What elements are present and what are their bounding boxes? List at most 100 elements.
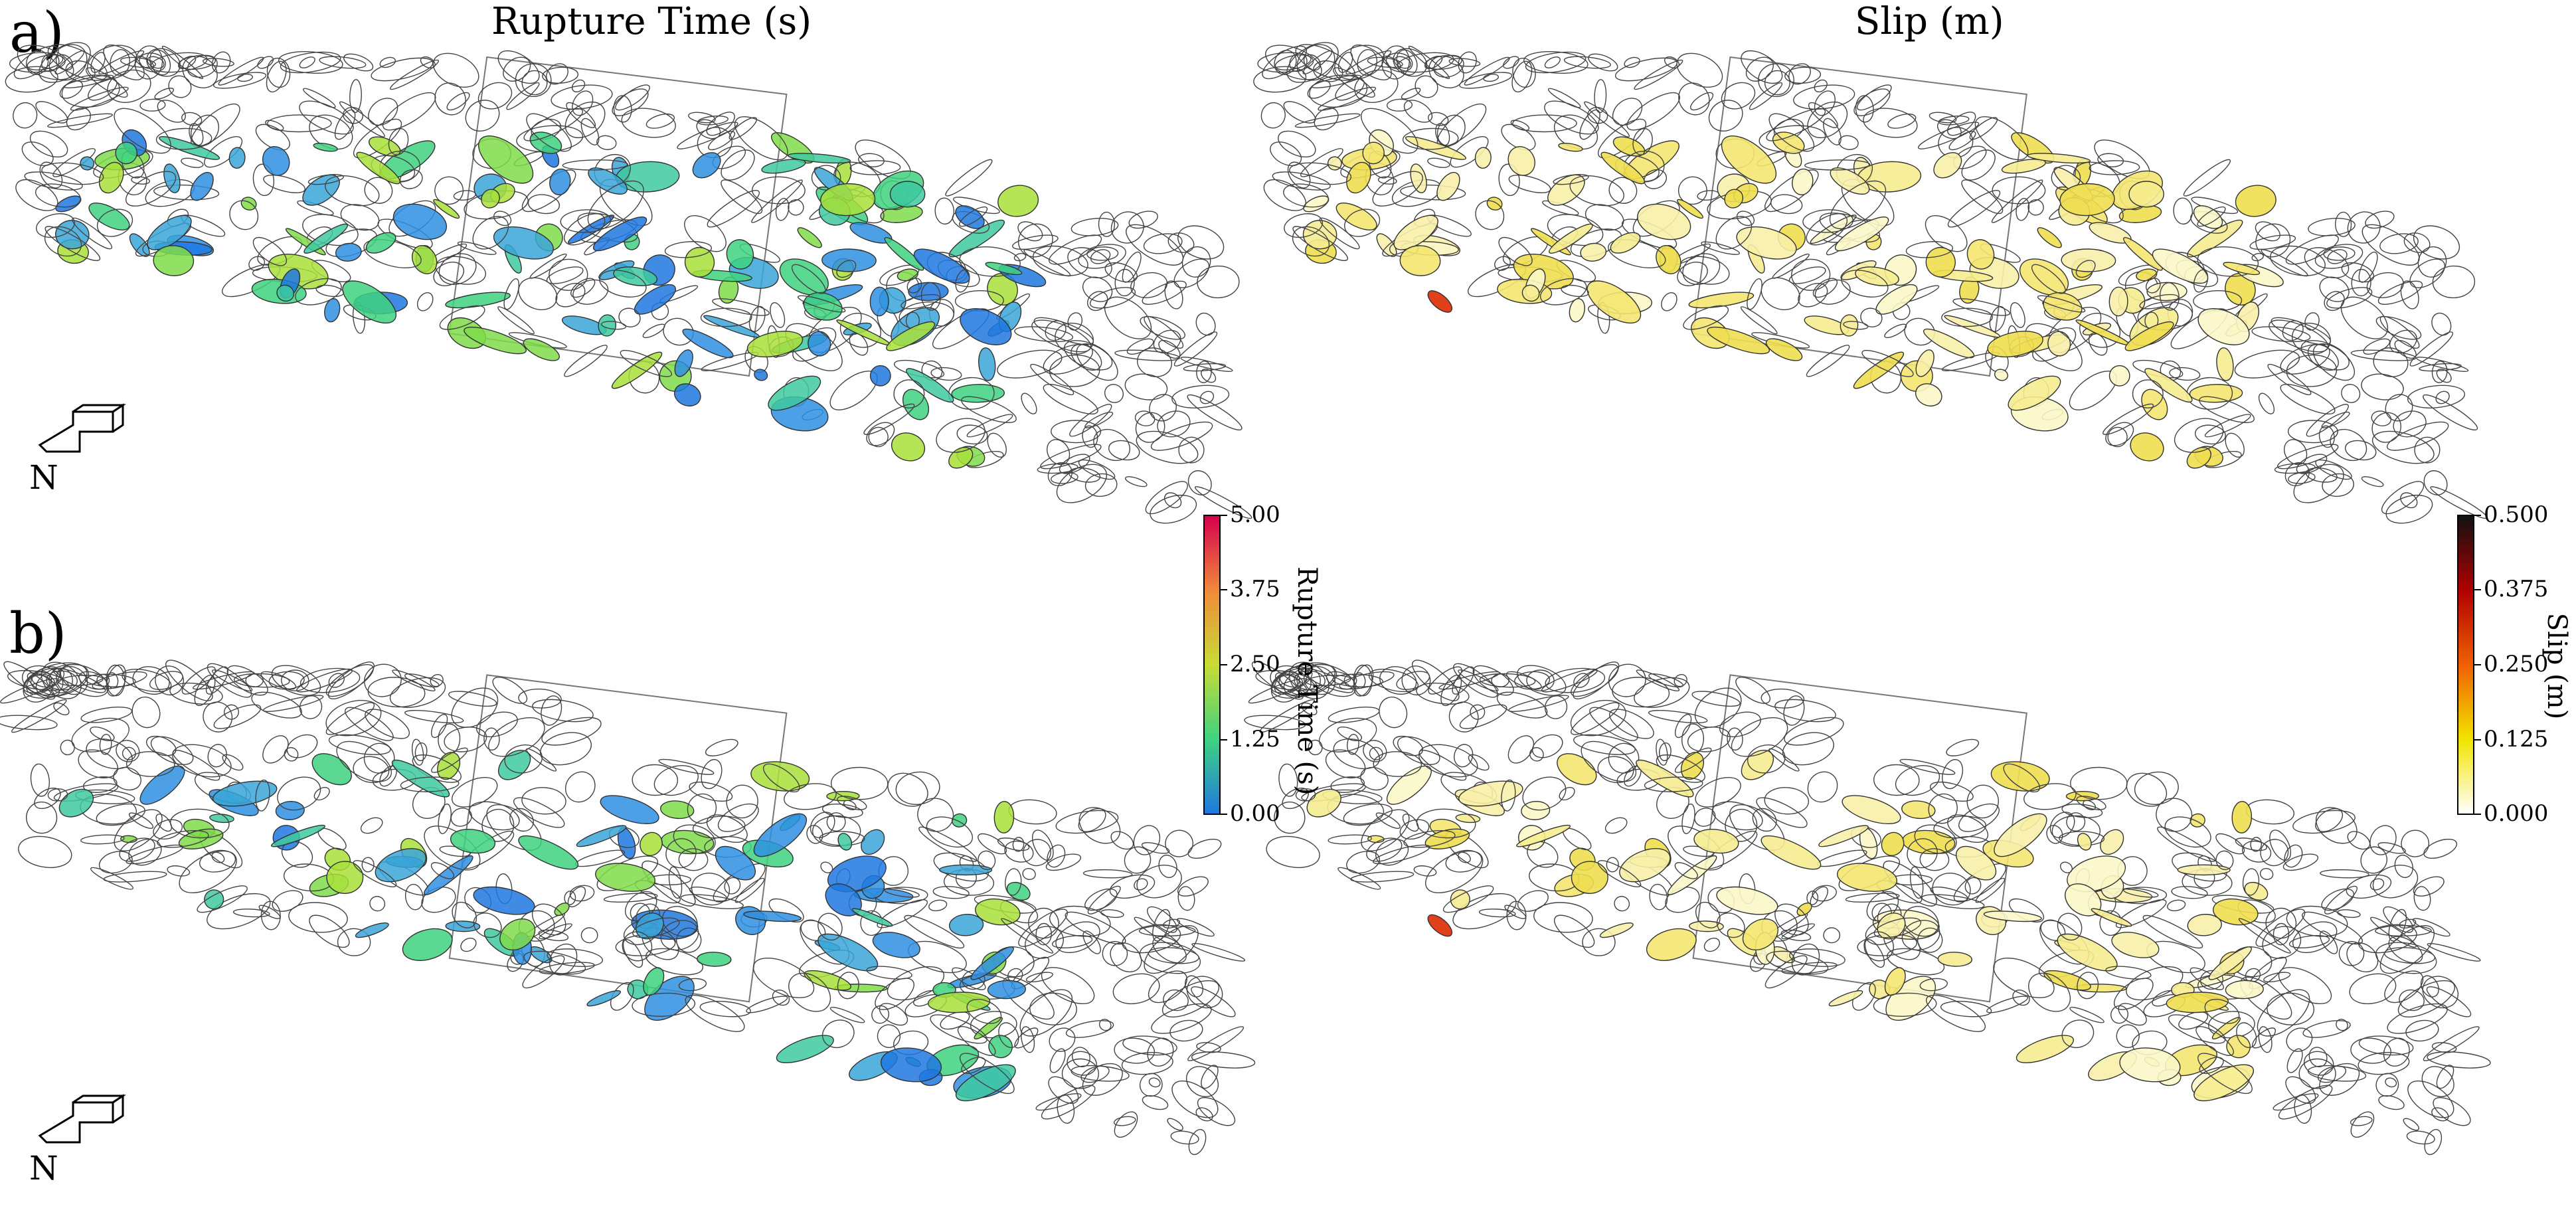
- fault-patch: [1458, 669, 1499, 692]
- fault-patch: [1479, 673, 1536, 688]
- fault-patch: [2250, 837, 2263, 852]
- fault-patch: [1307, 80, 1331, 99]
- fault-patch: [1760, 277, 1800, 311]
- fault-patch: [1940, 1001, 1992, 1017]
- fault-patch: [2225, 432, 2245, 458]
- fault-patch: [1167, 1118, 1183, 1131]
- fault-patch: [432, 52, 479, 88]
- fault-patch: [2171, 886, 2208, 899]
- fault-patch: [1915, 383, 1942, 407]
- fault-patch: [2282, 320, 2304, 341]
- fault-patch: [472, 216, 509, 250]
- fault-patch: [1600, 151, 1645, 185]
- fault-patch: [2174, 418, 2224, 453]
- fault-patch: [2324, 291, 2345, 311]
- fault-patch: [1486, 197, 1503, 211]
- fault-patch: [2008, 375, 2061, 411]
- fault-patch: [53, 702, 70, 716]
- fault-patch: [1921, 894, 1985, 910]
- fault-patch: [2076, 796, 2106, 810]
- fault-patch: [523, 338, 560, 361]
- fault-patch: [1376, 233, 1397, 257]
- fault-patch: [1475, 200, 1505, 230]
- fault-patch: [2431, 1042, 2457, 1053]
- fault-patch: [2394, 339, 2417, 359]
- fault-patch: [2298, 1058, 2336, 1089]
- fault-patch: [872, 932, 920, 958]
- fault-patch: [1606, 857, 1619, 873]
- fault-patch: [2377, 842, 2406, 854]
- fault-patch: [126, 751, 175, 777]
- fault-patch: [278, 50, 343, 74]
- fault-patch: [1703, 937, 1721, 952]
- fault-patch: [1731, 717, 1788, 757]
- fault-patch: [1899, 758, 1956, 775]
- fault-patch: [325, 699, 382, 737]
- fault-patch: [2051, 815, 2101, 847]
- fault-patch: [35, 183, 81, 208]
- fault-patch: [1158, 339, 1181, 359]
- fault-patch: [1445, 849, 1482, 873]
- fault-patch: [2187, 914, 2222, 936]
- fault-patch: [1814, 279, 1851, 305]
- fault-patch: [1416, 808, 1476, 839]
- fault-patch: [955, 205, 985, 229]
- fault-patch: [1113, 1116, 1136, 1126]
- fault-patch: [1582, 928, 1616, 956]
- fault-patch: [1727, 727, 1743, 751]
- fault-patch: [2251, 326, 2311, 343]
- fault-patch: [80, 156, 95, 171]
- peak-slip-patch: [1427, 914, 1453, 937]
- fault-patch: [465, 100, 500, 131]
- fault-patch: [155, 128, 213, 150]
- fault-patch: [2122, 887, 2159, 898]
- fault-patch: [1048, 1076, 1079, 1104]
- panel-a-slip-map: [1253, 42, 2488, 524]
- fault-patch: [1721, 82, 1756, 110]
- fault-patch: [1296, 667, 1321, 693]
- fault-patch: [726, 239, 754, 270]
- fault-patch: [1693, 828, 1739, 854]
- fault-patch: [762, 763, 800, 793]
- fault-patch: [1283, 663, 1337, 697]
- fault-patch: [1875, 284, 1918, 315]
- fault-patch: [178, 54, 216, 70]
- fault-patch: [1428, 112, 1449, 126]
- fault-patch: [389, 59, 440, 90]
- fault-patch: [2358, 1035, 2414, 1056]
- fault-patch: [1840, 314, 1859, 337]
- fault-patch: [960, 308, 1012, 345]
- fault-patch: [353, 860, 397, 888]
- fault-patch: [2385, 394, 2413, 422]
- fault-patch: [181, 666, 216, 695]
- fault-patch: [213, 704, 262, 729]
- fault-patch: [2240, 976, 2292, 1020]
- fault-patch: [1177, 876, 1209, 897]
- fault-patch: [18, 835, 72, 869]
- fault-patch: [901, 294, 940, 309]
- fault-patch: [90, 52, 106, 73]
- fault-patch: [1873, 992, 1937, 1017]
- fault-patch: [1974, 116, 2029, 161]
- fault-patch: [2223, 262, 2261, 276]
- fault-patch: [1143, 233, 1183, 254]
- fault-patch: [2340, 296, 2388, 339]
- fault-patch: [1114, 268, 1135, 297]
- fault-patch: [1436, 171, 1460, 201]
- fault-patch: [1612, 136, 1646, 157]
- fault-patch: [2341, 384, 2361, 403]
- fault-patch: [139, 765, 185, 805]
- fault-patch: [2424, 1129, 2443, 1156]
- fault-patch: [1266, 835, 1320, 869]
- fault-patch: [404, 883, 424, 911]
- slip-tick-label: 0.250: [2484, 651, 2549, 677]
- fault-patch: [1071, 218, 1119, 236]
- fault-patch: [770, 302, 786, 328]
- fault-patch: [1134, 916, 1181, 948]
- fault-patch: [1843, 321, 1869, 330]
- fault-patch: [1080, 1065, 1110, 1083]
- fault-patch: [86, 44, 137, 80]
- fault-patch: [163, 163, 181, 193]
- fault-patch: [2422, 976, 2459, 1009]
- fault-patch: [47, 788, 68, 802]
